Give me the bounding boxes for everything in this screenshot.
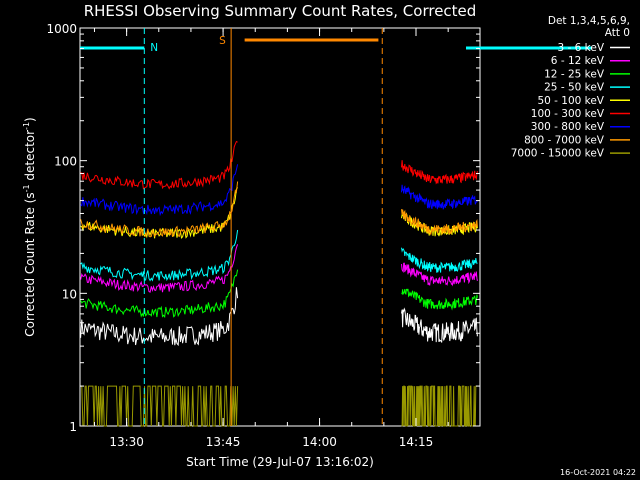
series-line-3-6-keV bbox=[401, 307, 478, 343]
series-line-12-25-keV bbox=[80, 269, 239, 319]
series-line-800-7000-keV bbox=[80, 181, 239, 238]
y-tick-label: 100 bbox=[54, 155, 77, 169]
series-line-12-25-keV bbox=[401, 288, 478, 311]
series-line-50-100-keV bbox=[80, 187, 239, 239]
series-line-3-6-keV bbox=[80, 287, 239, 347]
series-line-6-12-keV bbox=[80, 244, 239, 293]
y-tick-label: 1000 bbox=[46, 22, 77, 36]
series-line-100-300-keV bbox=[401, 160, 478, 185]
legend-label: 7000 - 15000 keV bbox=[511, 148, 605, 160]
series-line-50-100-keV bbox=[401, 212, 478, 237]
legend-label: 3 - 6 keV bbox=[557, 42, 604, 54]
y-axis-label-sup2: -1 bbox=[22, 122, 31, 130]
timestamp: 16-Oct-2021 04:22 bbox=[560, 468, 636, 477]
y-axis-label-sup1: -1 bbox=[22, 184, 31, 192]
x-tick-label: 14:00 bbox=[302, 435, 337, 449]
plot-frame bbox=[79, 27, 481, 427]
chart-title: RHESSI Observing Summary Count Rates, Co… bbox=[84, 2, 477, 20]
series-line-300-800-keV bbox=[401, 184, 478, 210]
y-axis-label-end: ) bbox=[23, 117, 37, 122]
legend-label: 25 - 50 keV bbox=[544, 82, 605, 94]
x-tick-label: 13:30 bbox=[109, 435, 144, 449]
saa-label: S bbox=[219, 35, 226, 47]
legend-label: 100 - 300 keV bbox=[531, 108, 605, 120]
y-axis-label-main: Corrected Count Rate (s bbox=[23, 192, 37, 336]
x-axis: 13:30 13:45 14:00 14:15 bbox=[93, 28, 449, 449]
legend-label: 50 - 100 keV bbox=[537, 95, 604, 107]
legend-label: 300 - 800 keV bbox=[531, 121, 605, 133]
series-line-300-800-keV bbox=[80, 164, 239, 217]
series-line-6-12-keV bbox=[401, 262, 478, 287]
series-line-7000-15000-keV bbox=[401, 385, 478, 427]
y-axis-label: Corrected Count Rate (s-1 detector-1) bbox=[22, 117, 37, 336]
night-label: N bbox=[150, 42, 158, 54]
series-line-25-50-keV bbox=[401, 247, 478, 273]
y-tick-label: 10 bbox=[62, 287, 77, 301]
series-line-800-7000-keV bbox=[401, 209, 478, 236]
series-line-7000-15000-keV bbox=[80, 385, 239, 427]
series-line-25-50-keV bbox=[80, 229, 239, 282]
legend-label: 800 - 7000 keV bbox=[524, 134, 605, 146]
legend-header: Det 1,3,4,5,6,9, bbox=[548, 15, 630, 27]
y-axis-label-mid: detector bbox=[23, 130, 37, 185]
y-tick-label: 1 bbox=[69, 420, 77, 434]
annotation-layer: NS bbox=[80, 28, 592, 426]
data-layer bbox=[80, 140, 478, 427]
y-axis: 1 10 100 1000 bbox=[46, 22, 480, 434]
x-tick-label: 14:15 bbox=[399, 435, 434, 449]
x-axis-label: Start Time (29-Jul-07 13:16:02) bbox=[186, 455, 374, 469]
legend-label: 12 - 25 keV bbox=[544, 68, 605, 80]
legend-label: 6 - 12 keV bbox=[551, 55, 605, 67]
series-line-100-300-keV bbox=[80, 140, 238, 190]
legend-header: Att 0 bbox=[605, 27, 630, 39]
x-tick-label: 13:45 bbox=[206, 435, 241, 449]
